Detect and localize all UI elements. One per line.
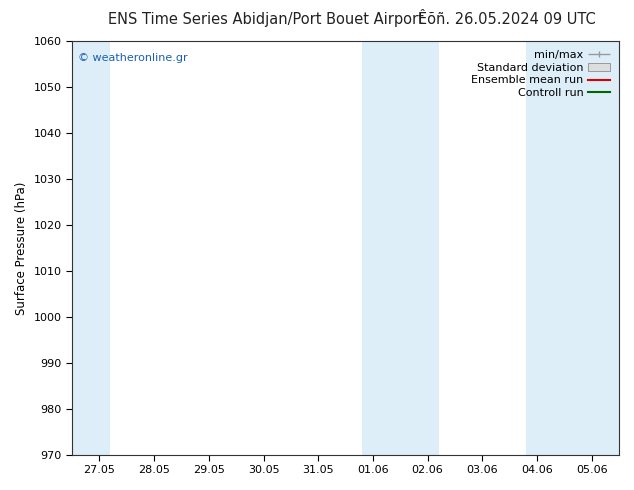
Legend: min/max, Standard deviation, Ensemble mean run, Controll run: min/max, Standard deviation, Ensemble me… xyxy=(468,47,614,101)
Y-axis label: Surface Pressure (hPa): Surface Pressure (hPa) xyxy=(15,181,28,315)
Bar xyxy=(362,41,439,455)
Text: © weatheronline.gr: © weatheronline.gr xyxy=(77,53,187,64)
Bar xyxy=(526,41,619,455)
Text: Êõñ. 26.05.2024 09 UTC: Êõñ. 26.05.2024 09 UTC xyxy=(418,12,596,27)
Bar xyxy=(72,41,110,455)
Text: ENS Time Series Abidjan/Port Bouet Airport: ENS Time Series Abidjan/Port Bouet Airpo… xyxy=(108,12,424,27)
